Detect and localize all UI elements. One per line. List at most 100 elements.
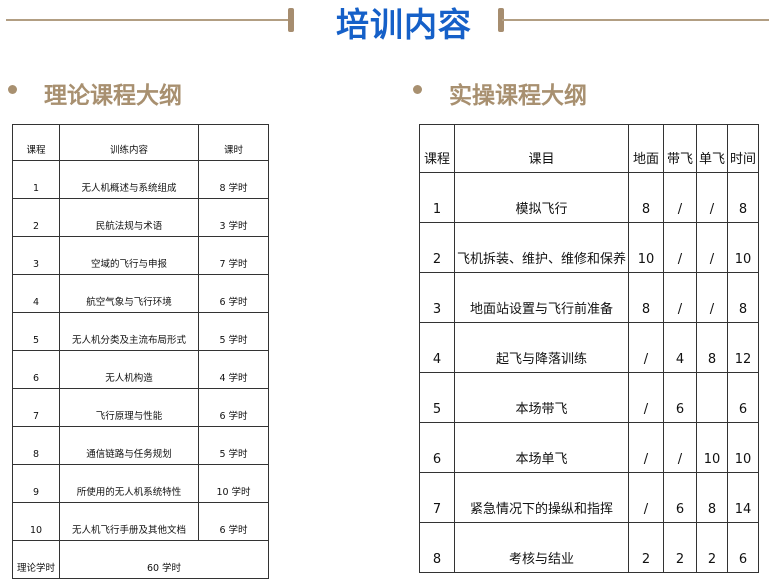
table-cell: 9	[12, 464, 60, 503]
header-rule-left-cap	[288, 8, 294, 32]
column-header: 带飞	[663, 124, 697, 173]
table-row: 4 起飞与降落训练/4 8 12	[419, 322, 759, 373]
table-row: 6 本场单飞 //10 10	[419, 422, 759, 473]
table-cell: 飞行原理与性能	[59, 388, 199, 427]
table-cell: 10	[727, 422, 759, 473]
table-cell: 5	[12, 312, 60, 351]
page-title: 培训内容	[336, 5, 472, 44]
table-cell: 7	[12, 388, 60, 427]
column-header: 单飞	[696, 124, 728, 173]
table-cell: 8	[628, 272, 664, 323]
table-row: 10 无人机飞行手册及其他文档 6 学时	[12, 502, 269, 541]
table-cell: 3 学时	[198, 198, 269, 237]
table-row: 4 航空气象与飞行环境 6 学时	[12, 274, 269, 313]
theory-heading: 理论课程大纲	[44, 83, 182, 109]
table-row: 6 无人机构造 4 学时	[12, 350, 269, 389]
table-cell: 航空气象与飞行环境	[59, 274, 199, 313]
table-cell: 2	[419, 222, 455, 273]
table-cell: 10 学时	[198, 464, 269, 503]
table-row: 8 考核与结业 2 2 2 6	[419, 522, 759, 573]
table-cell: 无人机分类及主流布局形式	[59, 312, 199, 351]
table-row: 2 民航法规与术语 3 学时	[12, 198, 269, 237]
table-cell: 8	[727, 172, 759, 223]
table-cell: 2	[12, 198, 60, 237]
column-header: 课时	[198, 124, 269, 161]
table-cell: 8 学时	[198, 160, 269, 199]
table-row: 7 飞行原理与性能 6 学时	[12, 388, 269, 427]
table-cell: /	[628, 322, 664, 373]
table-cell: 4 学时	[198, 350, 269, 389]
table-cell: /	[628, 372, 664, 423]
table-cell: 4	[12, 274, 60, 313]
table-cell: 无人机飞行手册及其他文档	[59, 502, 199, 541]
table-cell: 7	[419, 472, 455, 523]
table-cell: 10	[696, 422, 728, 473]
table-cell: 2	[663, 522, 697, 573]
table-cell: /	[628, 422, 664, 473]
table-cell: /	[696, 272, 728, 323]
table-cell: 1	[12, 160, 60, 199]
table-cell: /	[696, 172, 728, 223]
table-cell: 5 学时	[198, 312, 269, 351]
table-cell: 本场带飞	[454, 372, 629, 423]
total-value: 60 学时	[59, 540, 269, 579]
table-row: 5 本场带飞/6 6	[419, 372, 759, 423]
table-cell: 10	[12, 502, 60, 541]
theory-table: 课程 训练内容 课时 1 无人机概述与系统组成 8 学时 2 民航法规与术语 3 学时 3 空域的飞…	[12, 124, 269, 579]
table-cell: 通信链路与任务规划	[59, 426, 199, 465]
table-cell: /	[663, 272, 697, 323]
bullet-icon	[413, 85, 422, 94]
table-row: 1 模拟飞行 8//8	[419, 172, 759, 223]
column-header: 课程	[419, 124, 455, 173]
column-header: 时间	[727, 124, 759, 173]
column-header: 课目	[454, 124, 629, 173]
table-cell: 2	[628, 522, 664, 573]
total-label: 理论学时	[12, 540, 60, 579]
bullet-icon	[8, 85, 17, 94]
table-row: 1 无人机概述与系统组成 8 学时	[12, 160, 269, 199]
table-cell: 飞机拆装、维护、维修和保养	[454, 222, 629, 273]
table-cell: 4	[419, 322, 455, 373]
table-cell: 3	[12, 236, 60, 275]
table-cell: 模拟飞行	[454, 172, 629, 223]
header-rule-right-cap	[498, 8, 504, 32]
header-rule-left	[6, 19, 290, 21]
table-row: 8 通信链路与任务规划 5 学时	[12, 426, 269, 465]
table-cell: 10	[727, 222, 759, 273]
table-row: 2 飞机拆装、维护、维修和保养 10//10	[419, 222, 759, 273]
table-cell: 2	[696, 522, 728, 573]
table-cell: 所使用的无人机系统特性	[59, 464, 199, 503]
table-cell: 8	[727, 272, 759, 323]
table-cell: /	[663, 422, 697, 473]
table-cell: 1	[419, 172, 455, 223]
table-cell: 6 学时	[198, 502, 269, 541]
table-cell: 6	[663, 372, 697, 423]
table-cell	[696, 372, 728, 423]
table-cell: 10	[628, 222, 664, 273]
table-cell: 8	[696, 472, 728, 523]
table-header-row: 课程 训练内容 课时	[12, 124, 269, 161]
table-cell: 6	[727, 372, 759, 423]
table-row: 7 紧急情况下的操纵和指挥/6 8 14	[419, 472, 759, 523]
table-cell: 5 学时	[198, 426, 269, 465]
table-cell: 5	[419, 372, 455, 423]
column-header: 训练内容	[59, 124, 199, 161]
table-cell: 8	[419, 522, 455, 573]
table-cell: /	[628, 472, 664, 523]
table-cell: 8	[696, 322, 728, 373]
table-cell: 8	[628, 172, 664, 223]
table-row: 9 所使用的无人机系统特性 10 学时	[12, 464, 269, 503]
table-cell: 3	[419, 272, 455, 323]
table-cell: /	[696, 222, 728, 273]
table-cell: 6	[663, 472, 697, 523]
column-header: 地面	[628, 124, 664, 173]
table-cell: 6	[727, 522, 759, 573]
table-cell: 紧急情况下的操纵和指挥	[454, 472, 629, 523]
table-cell: 无人机构造	[59, 350, 199, 389]
table-row: 3 地面站设置与飞行前准备 8//8	[419, 272, 759, 323]
table-row: 5 无人机分类及主流布局形式 5 学时	[12, 312, 269, 351]
table-cell: 起飞与降落训练	[454, 322, 629, 373]
table-cell: /	[663, 172, 697, 223]
table-cell: 6 学时	[198, 274, 269, 313]
table-row: 3 空域的飞行与申报 7 学时	[12, 236, 269, 275]
